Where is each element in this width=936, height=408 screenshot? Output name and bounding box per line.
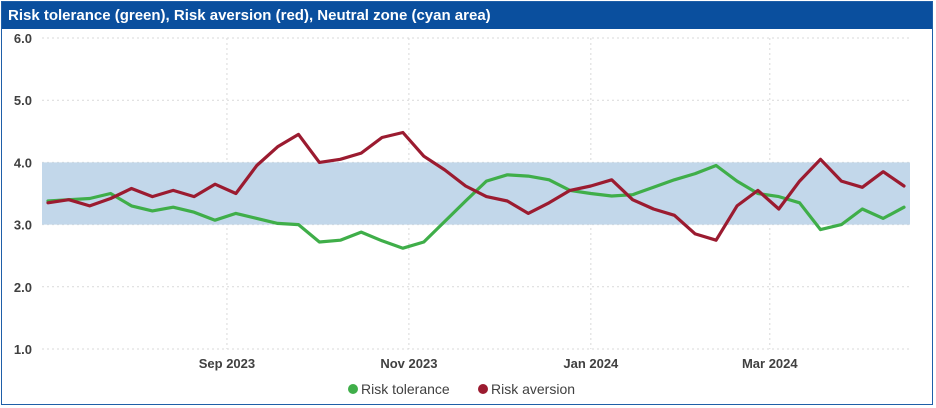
x-tick-label: Mar 2024 bbox=[742, 356, 798, 371]
x-tick-label: Jan 2024 bbox=[563, 356, 619, 371]
x-tick-label: Sep 2023 bbox=[199, 356, 255, 371]
y-tick-label: 1.0 bbox=[14, 342, 32, 357]
x-tick-label: Nov 2023 bbox=[380, 356, 437, 371]
series-line-risk-aversion bbox=[46, 130, 906, 242]
legend: Risk tolerance Risk aversion bbox=[348, 381, 575, 397]
series-lines bbox=[46, 130, 906, 250]
x-axis-ticks: Sep 2023 Nov 2023 Jan 2024 Mar 2024 bbox=[199, 356, 799, 371]
legend-label: Risk aversion bbox=[491, 381, 575, 397]
y-axis-ticks: 1.0 2.0 3.0 4.0 5.0 6.0 bbox=[14, 31, 32, 357]
neutral-zone-area bbox=[42, 162, 910, 225]
y-tick-label: 3.0 bbox=[14, 218, 32, 233]
y-tick-label: 6.0 bbox=[14, 31, 32, 46]
chart-title: Risk tolerance (green), Risk aversion (r… bbox=[2, 2, 932, 29]
legend-marker-risk-aversion bbox=[478, 384, 488, 394]
legend-label: Risk tolerance bbox=[361, 381, 450, 397]
y-tick-label: 5.0 bbox=[14, 93, 32, 108]
y-tick-label: 4.0 bbox=[14, 155, 32, 170]
legend-marker-risk-tolerance bbox=[348, 384, 358, 394]
neutral-zone-band bbox=[42, 162, 910, 225]
y-tick-label: 2.0 bbox=[14, 280, 32, 295]
